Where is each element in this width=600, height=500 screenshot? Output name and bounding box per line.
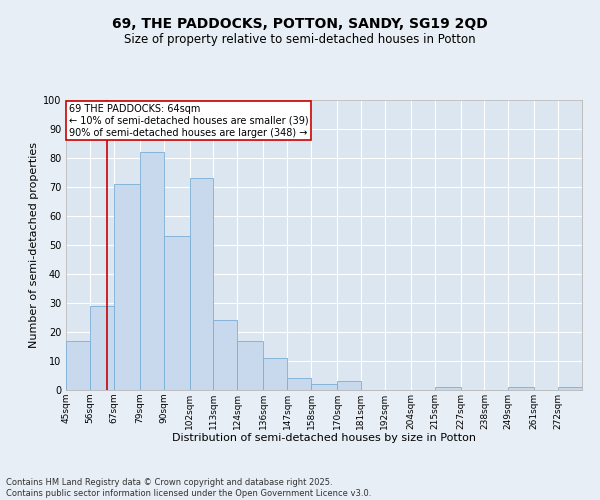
X-axis label: Distribution of semi-detached houses by size in Potton: Distribution of semi-detached houses by … [172, 434, 476, 444]
Bar [237, 340, 263, 390]
Bar [263, 358, 287, 390]
Text: 69 THE PADDOCKS: 64sqm
← 10% of semi-detached houses are smaller (39)
90% of sem: 69 THE PADDOCKS: 64sqm ← 10% of semi-det… [68, 104, 308, 138]
Bar [287, 378, 311, 390]
Bar [140, 152, 164, 390]
Bar [214, 320, 237, 390]
Y-axis label: Number of semi-detached properties: Number of semi-detached properties [29, 142, 38, 348]
Bar [66, 340, 90, 390]
Text: Contains HM Land Registry data © Crown copyright and database right 2025.
Contai: Contains HM Land Registry data © Crown c… [6, 478, 371, 498]
Bar [558, 387, 582, 390]
Bar [508, 387, 535, 390]
Bar [434, 387, 461, 390]
Text: 69, THE PADDOCKS, POTTON, SANDY, SG19 2QD: 69, THE PADDOCKS, POTTON, SANDY, SG19 2Q… [112, 18, 488, 32]
Bar [190, 178, 214, 390]
Text: Size of property relative to semi-detached houses in Potton: Size of property relative to semi-detach… [124, 32, 476, 46]
Bar [337, 382, 361, 390]
Bar [113, 184, 140, 390]
Bar [311, 384, 337, 390]
Bar [164, 236, 190, 390]
Bar [90, 306, 113, 390]
